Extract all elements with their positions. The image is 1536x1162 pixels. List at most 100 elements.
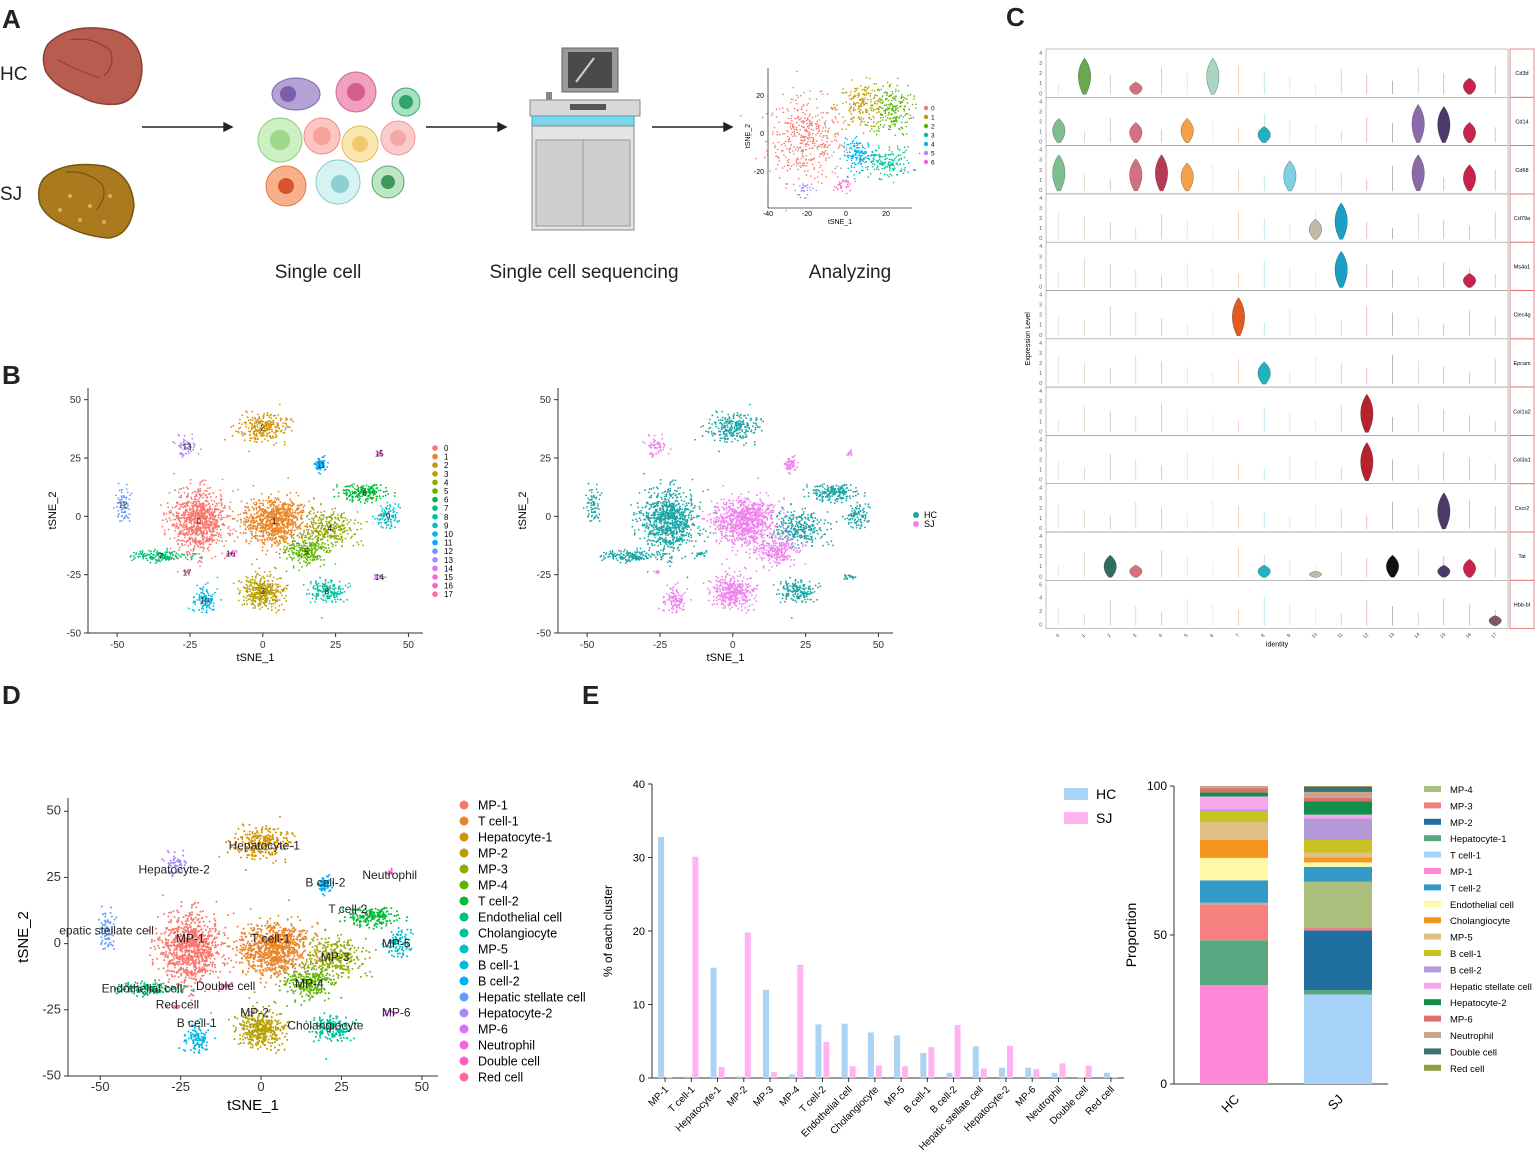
cluster-point [265, 532, 268, 535]
mini-point [910, 117, 913, 119]
mini-point [805, 154, 808, 157]
mini-point [808, 124, 810, 127]
cluster-point [254, 420, 257, 423]
mini-point [792, 123, 794, 126]
cluster-point [276, 521, 279, 524]
cluster-point [242, 532, 245, 534]
cluster-point [390, 523, 393, 526]
cluster-point [199, 514, 202, 517]
cluster-point [394, 517, 396, 520]
cluster-point [386, 490, 388, 493]
cluster-point [240, 430, 243, 433]
mini-point [880, 172, 882, 175]
cluster-point [325, 516, 328, 519]
cluster-point [272, 603, 275, 605]
cluster-point [145, 557, 148, 560]
cluster-point [213, 511, 216, 513]
mini-point [882, 126, 885, 128]
cluster-point [245, 540, 248, 543]
cluster-point [292, 514, 295, 516]
cluster-point [175, 511, 178, 514]
cluster-point [330, 581, 332, 584]
cluster-point [361, 495, 363, 498]
cluster-point [264, 438, 266, 440]
mini-point [786, 129, 788, 132]
cluster-point [386, 512, 389, 515]
cluster-point [221, 510, 224, 512]
cluster-point [372, 488, 375, 491]
cluster-point [195, 495, 198, 498]
cluster-point [283, 541, 286, 544]
mini-point [835, 186, 838, 189]
cluster-point [355, 491, 358, 494]
cluster-point [264, 522, 267, 524]
mini-point [824, 146, 826, 148]
cluster-point [281, 520, 284, 523]
mini-point [797, 149, 799, 152]
cluster-point [311, 541, 314, 544]
cluster-point [186, 531, 189, 534]
cluster-point [310, 552, 313, 554]
cluster-point [208, 511, 211, 513]
cluster-point [203, 483, 205, 486]
cluster-point [344, 537, 347, 540]
cluster-point [298, 526, 300, 528]
cluster-point [146, 559, 149, 562]
cluster-point [247, 427, 250, 430]
mini-legend-swatch [923, 159, 929, 165]
cluster-point [268, 426, 271, 429]
cluster-point [312, 519, 315, 522]
mini-point [872, 125, 875, 128]
cluster-point [316, 537, 319, 540]
cluster-point [215, 541, 218, 544]
mini-point [825, 176, 828, 178]
cluster-point [293, 557, 295, 559]
cluster-point [245, 512, 248, 515]
cluster-point [193, 521, 195, 524]
mini-point [888, 161, 891, 163]
cluster-point [267, 531, 270, 534]
cluster-point [306, 563, 309, 566]
mini-point [872, 110, 875, 112]
mini-point [796, 146, 799, 149]
cluster-point [272, 589, 275, 592]
cluster-point [256, 516, 259, 518]
cluster-point [243, 421, 246, 424]
cluster-point [263, 577, 266, 580]
cluster-point [194, 517, 197, 520]
cluster-point [346, 598, 348, 601]
mini-point [861, 165, 863, 168]
cluster-point [364, 499, 367, 502]
cluster-point [351, 492, 354, 495]
cluster-point [254, 417, 257, 419]
cluster-point [210, 537, 213, 539]
cluster-point [191, 526, 194, 529]
mini-point [787, 161, 790, 164]
cluster-point [286, 521, 288, 524]
cluster-point [312, 594, 315, 597]
cluster-point [381, 517, 384, 520]
cluster-point [326, 549, 329, 552]
cluster-point [345, 494, 348, 497]
cluster-point [220, 499, 222, 502]
mini-point [862, 93, 864, 96]
cluster-point [343, 489, 346, 492]
cluster-point [314, 556, 317, 559]
cluster-point [156, 552, 159, 555]
mini-point [802, 122, 805, 124]
cluster-point [288, 547, 291, 550]
cluster-point [265, 604, 268, 607]
mini-point [849, 108, 851, 111]
cluster-point [349, 499, 351, 502]
cluster-point [279, 525, 282, 528]
cluster-point [253, 593, 256, 596]
cluster-point [356, 484, 359, 487]
mini-legend-label: 6 [931, 160, 935, 167]
mini-point [800, 107, 803, 109]
cluster-point [255, 596, 258, 599]
cluster-point [247, 520, 250, 523]
cluster-point [274, 433, 277, 436]
cluster-point [208, 527, 210, 529]
mini-point [833, 151, 835, 153]
mini-point [809, 90, 811, 92]
